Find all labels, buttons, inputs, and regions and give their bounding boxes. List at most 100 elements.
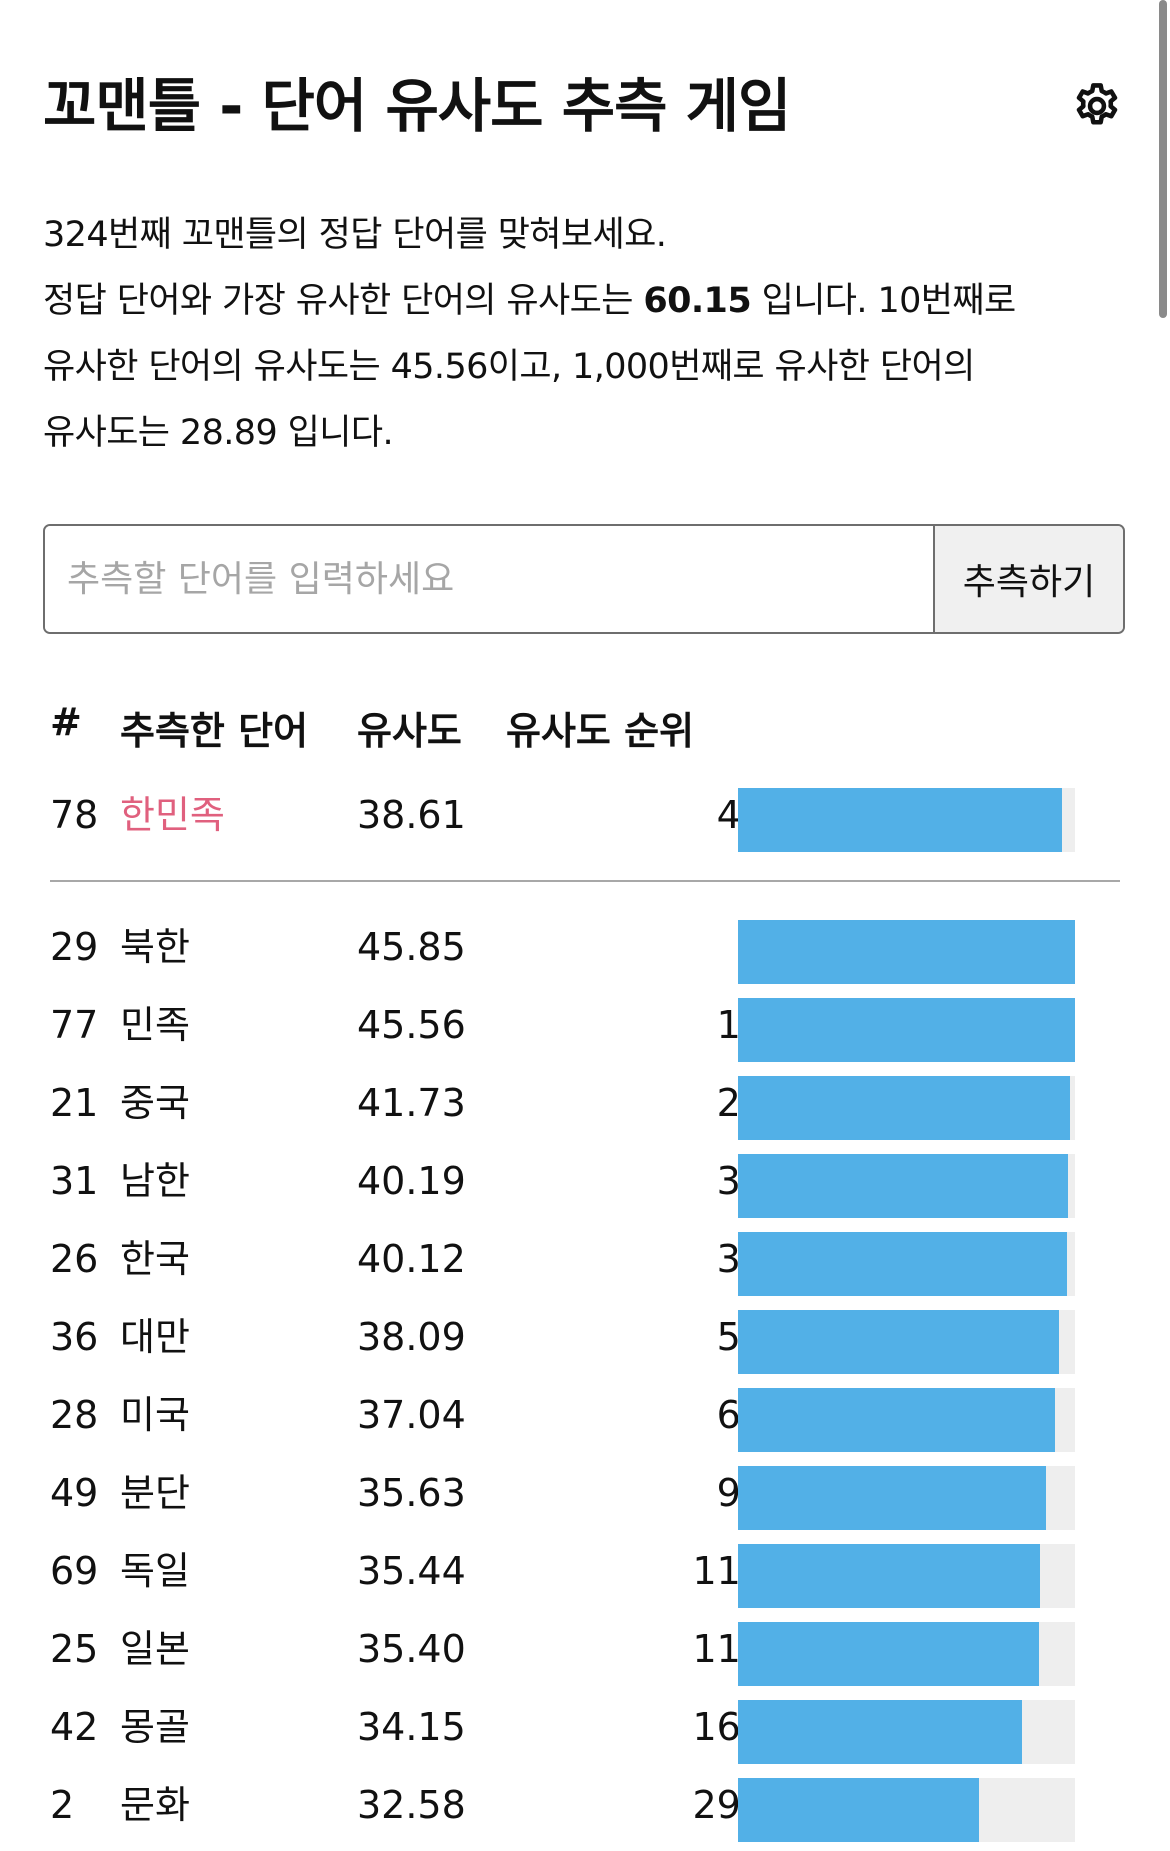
row-num: 49 [50, 1471, 99, 1515]
row-num: 29 [50, 925, 99, 969]
table-row: 2 문화 32.58 291 [50, 1766, 1120, 1844]
header-num: # [50, 700, 82, 744]
header-rank: 유사도 순위 [506, 709, 695, 753]
scrollbar-thumb[interactable] [1159, 0, 1167, 318]
row-word: 민족 [120, 1003, 190, 1047]
scrollbar[interactable] [1156, 0, 1170, 1851]
row-similarity: 37.04 [357, 1393, 466, 1437]
row-word: 문화 [120, 1783, 190, 1827]
header-similarity: 유사도 [357, 709, 462, 753]
table-header: # 추측한 단어 유사도 유사도 순위 [50, 700, 1120, 776]
row-word: 북한 [120, 925, 190, 969]
row-word: 미국 [120, 1393, 190, 1437]
row-similarity: 35.44 [357, 1549, 466, 1593]
rank-bar-fill [738, 788, 1063, 852]
rank-bar-fill [738, 1388, 1056, 1452]
row-similarity: 35.40 [357, 1627, 466, 1671]
top-similarity: 60.15 [643, 281, 752, 321]
guess-table: # 추측한 단어 유사도 유사도 순위 78 한민족 38.61 46 29 북한… [50, 700, 1120, 1844]
row-similarity: 41.73 [357, 1081, 466, 1125]
row-word: 분단 [120, 1471, 190, 1515]
row-word: 일본 [120, 1627, 190, 1671]
row-similarity: 40.12 [357, 1237, 466, 1281]
rank-bar-fill [738, 1544, 1041, 1608]
header: 꼬맨틀 - 단어 유사도 추측 게임 [43, 64, 1123, 154]
row-similarity: 45.85 [357, 925, 466, 969]
row-num: 26 [50, 1237, 99, 1281]
intro-line-2: 정답 단어와 가장 유사한 단어의 유사도는 60.15 입니다. 10번째로 [43, 281, 1016, 321]
table-row: 25 일본 35.40 115 [50, 1610, 1120, 1688]
rank-bar-fill [738, 1778, 980, 1842]
rank-bar-fill [738, 1310, 1059, 1374]
rank-bar [738, 998, 1075, 1062]
rank-bar [738, 1310, 1075, 1374]
intro-line-4: 유사도는 28.89 입니다. [43, 413, 394, 453]
row-num: 69 [50, 1549, 99, 1593]
row-word: 중국 [120, 1081, 190, 1125]
row-similarity: 38.61 [357, 793, 466, 837]
rank-bar [738, 1544, 1075, 1608]
table-row: 69 독일 35.44 112 [50, 1532, 1120, 1610]
table-row: 42 몽골 34.15 167 [50, 1688, 1120, 1766]
intro-line-3: 유사한 단어의 유사도는 45.56이고, 1,000번째로 유사한 단어의 [43, 347, 975, 387]
row-num: 2 [50, 1783, 75, 1827]
rank-bar-fill [738, 1622, 1040, 1686]
rank-bar [738, 1388, 1075, 1452]
row-num: 36 [50, 1315, 99, 1359]
rank-bar [738, 1778, 1075, 1842]
guess-button[interactable]: 추측하기 [933, 526, 1123, 632]
rank-bar-fill [738, 1466, 1046, 1530]
row-num: 21 [50, 1081, 99, 1125]
rank-bar-fill [738, 1232, 1067, 1296]
rank-bar-fill [738, 920, 1075, 984]
guess-form: 추측하기 [43, 524, 1125, 634]
row-word: 독일 [120, 1549, 190, 1593]
rank-bar [738, 1076, 1075, 1140]
row-num: 77 [50, 1003, 99, 1047]
intro-text: 324번째 꼬맨틀의 정답 단어를 맞혀보세요. 정답 단어와 가장 유사한 단… [43, 202, 1148, 466]
rank-bar-fill [738, 1154, 1068, 1218]
page-title: 꼬맨틀 - 단어 유사도 추측 게임 [43, 72, 791, 140]
rank-bar [738, 1154, 1075, 1218]
rank-bar [738, 1700, 1075, 1764]
row-num: 78 [50, 793, 99, 837]
intro-line-1: 324번째 꼬맨틀의 정답 단어를 맞혀보세요. [43, 215, 667, 255]
row-similarity: 32.58 [357, 1783, 466, 1827]
row-num: 42 [50, 1705, 99, 1749]
row-word: 남한 [120, 1159, 190, 1203]
rank-bar [738, 920, 1075, 984]
row-word: 한국 [120, 1237, 190, 1281]
rank-bar-fill [738, 1076, 1070, 1140]
gear-icon[interactable] [1071, 80, 1123, 132]
row-num: 31 [50, 1159, 99, 1203]
row-similarity: 35.63 [357, 1471, 466, 1515]
rank-bar [738, 788, 1075, 852]
guess-list: 29북한45.85977민족45.561021중국41.732231남한40.1… [50, 908, 1120, 1844]
row-word: 대만 [120, 1315, 190, 1359]
rank-bar [738, 1466, 1075, 1530]
rank-bar [738, 1622, 1075, 1686]
guess-input[interactable] [45, 526, 933, 632]
latest-guess-row: 78 한민족 38.61 46 [50, 776, 1120, 854]
row-word: 몽골 [120, 1705, 190, 1749]
rank-bar-fill [738, 998, 1075, 1062]
row-word: 한민족 [120, 793, 225, 837]
row-num: 25 [50, 1627, 99, 1671]
row-similarity: 34.15 [357, 1705, 466, 1749]
row-similarity: 40.19 [357, 1159, 466, 1203]
row-num: 28 [50, 1393, 99, 1437]
divider [50, 880, 1120, 882]
header-word: 추측한 단어 [120, 709, 309, 753]
rank-bar [738, 1232, 1075, 1296]
row-similarity: 38.09 [357, 1315, 466, 1359]
row-similarity: 45.56 [357, 1003, 466, 1047]
